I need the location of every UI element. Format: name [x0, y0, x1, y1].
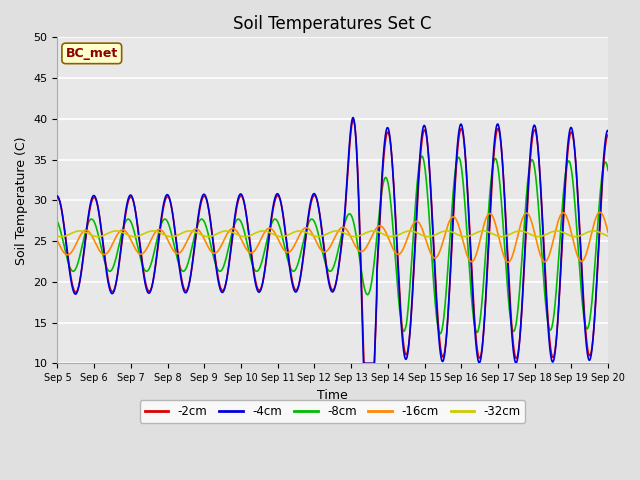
Legend: -2cm, -4cm, -8cm, -16cm, -32cm: -2cm, -4cm, -8cm, -16cm, -32cm — [140, 400, 525, 423]
X-axis label: Time: Time — [317, 389, 348, 402]
Y-axis label: Soil Temperature (C): Soil Temperature (C) — [15, 136, 28, 264]
Title: Soil Temperatures Set C: Soil Temperatures Set C — [234, 15, 432, 33]
Text: BC_met: BC_met — [66, 47, 118, 60]
